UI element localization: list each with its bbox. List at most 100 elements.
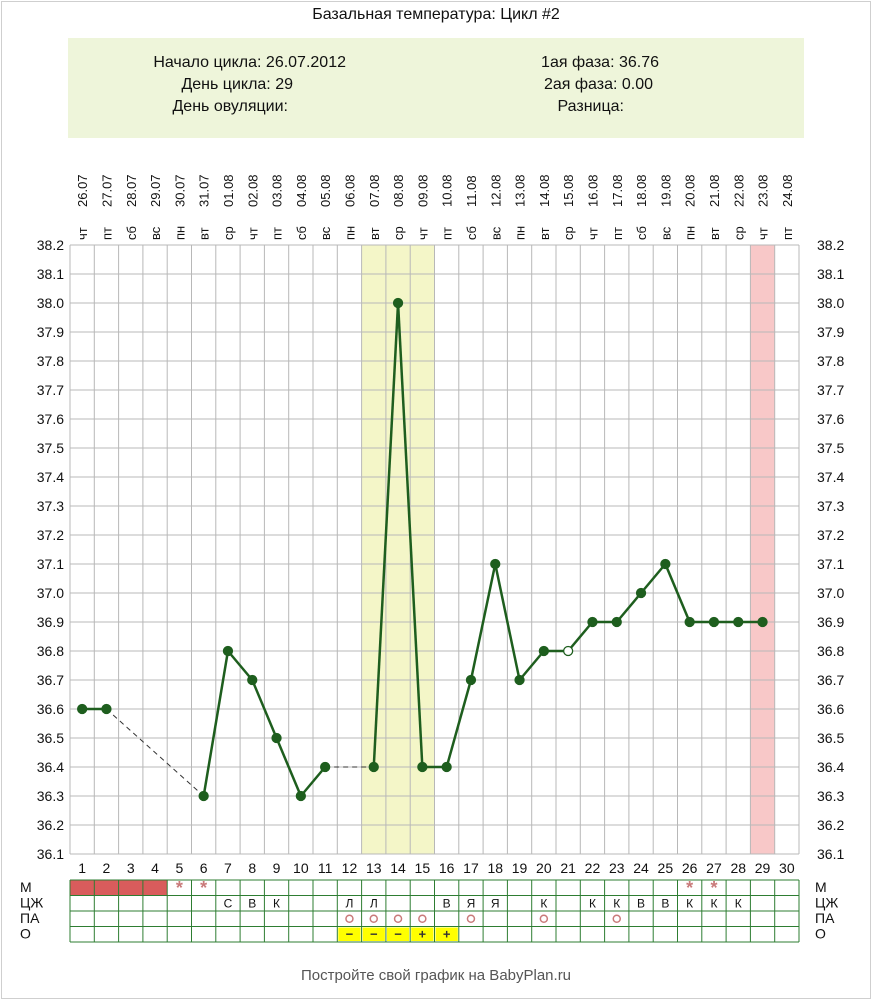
cz-marker: Я — [467, 897, 476, 911]
x-day-label: 10 — [293, 860, 309, 876]
cz-marker: К — [686, 897, 693, 911]
x-weekday-label: чт — [75, 227, 90, 240]
temperature-segment — [664, 563, 691, 623]
y-tick-label-right: 37.9 — [817, 324, 844, 340]
temperature-point — [198, 790, 209, 802]
temperature-gap-segment — [106, 708, 204, 797]
x-weekday-label: вс — [318, 226, 333, 240]
x-day-label: 6 — [200, 860, 208, 876]
x-date-label: 23.08 — [756, 174, 771, 207]
o-marker-cell — [386, 927, 410, 941]
temperature-point — [319, 761, 331, 773]
cz-marker: Л — [370, 897, 378, 911]
y-tick-label-right: 36.5 — [817, 730, 844, 746]
pa-marker — [393, 914, 403, 923]
x-weekday-label: вс — [148, 226, 163, 240]
temperature-point — [538, 645, 549, 657]
x-date-label: 16.08 — [585, 174, 600, 207]
y-tick-label-left: 36.2 — [37, 817, 64, 833]
x-date-label: 22.08 — [731, 174, 746, 207]
cz-marker: К — [589, 897, 596, 911]
cycle-info-panel: Начало цикла: 26.07.2012 День цикла: 29 … — [68, 38, 804, 138]
o-marker-cell — [411, 927, 434, 941]
temperature-point — [441, 761, 452, 773]
y-tick-label-left: 37.2 — [37, 527, 64, 543]
menstruation-cell — [142, 880, 168, 896]
y-tick-label-left: 36.8 — [37, 643, 64, 659]
x-day-label: 17 — [463, 860, 479, 876]
o-marker: + — [443, 927, 451, 942]
cz-marker: К — [540, 897, 547, 911]
x-date-label: 05.08 — [318, 174, 333, 207]
x-date-label: 31.07 — [197, 174, 212, 207]
x-weekday-label: пт — [270, 227, 285, 240]
table-row-label-right: О — [815, 926, 826, 942]
x-weekday-label: вт — [367, 227, 382, 240]
phase2-text: 2ая фаза: 0.00 — [543, 76, 653, 93]
x-date-label: 13.08 — [513, 174, 528, 207]
y-tick-label-left: 38.1 — [37, 266, 64, 282]
temperature-point — [635, 587, 647, 599]
cz-marker: В — [443, 897, 451, 911]
pa-marker — [418, 914, 427, 923]
x-day-label: 9 — [273, 860, 281, 876]
x-weekday-label: сб — [294, 226, 309, 240]
x-date-label: 12.08 — [488, 174, 503, 207]
cz-marker: В — [637, 897, 645, 911]
temperature-point — [684, 616, 695, 628]
x-weekday-label: вт — [707, 227, 722, 240]
x-day-label: 28 — [730, 860, 746, 876]
m-star-marker: * — [686, 878, 693, 898]
x-weekday-label: пт — [610, 227, 625, 240]
o-marker-cell — [362, 927, 385, 941]
table-row-label-left: О — [20, 926, 31, 942]
x-date-label: 18.08 — [634, 174, 649, 207]
x-weekday-label: ср — [221, 226, 236, 240]
y-tick-label-left: 37.9 — [37, 324, 64, 340]
temperature-point — [368, 761, 379, 773]
x-date-label: 01.08 — [221, 174, 236, 207]
y-tick-label-right: 38.2 — [817, 237, 844, 253]
y-tick-label-right: 37.5 — [817, 440, 844, 456]
y-tick-label-right: 36.2 — [817, 817, 844, 833]
x-weekday-label: вс — [488, 226, 503, 240]
temperature-point — [77, 703, 88, 715]
y-tick-label-right: 38.0 — [817, 295, 844, 311]
x-day-label: 25 — [658, 860, 674, 876]
y-tick-label-left: 37.4 — [37, 469, 64, 485]
y-tick-label-left: 37.1 — [37, 556, 64, 572]
y-tick-label-right: 37.2 — [817, 527, 844, 543]
y-tick-label-left: 36.6 — [37, 701, 64, 717]
x-weekday-label: чт — [756, 227, 771, 240]
y-tick-label-left: 37.5 — [37, 440, 64, 456]
cz-marker: К — [735, 897, 742, 911]
x-date-label: 19.08 — [658, 174, 673, 207]
temperature-segment — [275, 737, 303, 797]
y-tick-label-right: 36.9 — [817, 614, 844, 630]
y-tick-label-left: 36.9 — [37, 614, 64, 630]
y-tick-label-right: 36.1 — [817, 846, 844, 862]
x-weekday-label: чт — [415, 227, 430, 240]
y-tick-label-right: 38.1 — [817, 266, 844, 282]
o-marker: + — [419, 927, 427, 942]
pa-marker — [345, 914, 354, 923]
x-weekday-label: ср — [561, 226, 576, 240]
x-date-label: 04.08 — [294, 174, 309, 207]
x-weekday-label: вс — [658, 226, 673, 240]
x-day-label: 14 — [390, 860, 406, 876]
temperature-segment — [445, 679, 473, 768]
x-day-label: 30 — [779, 860, 795, 876]
x-weekday-label: чт — [245, 227, 260, 240]
x-day-label: 24 — [633, 860, 649, 876]
x-date-label: 11.08 — [464, 175, 479, 207]
x-day-label: 13 — [366, 860, 382, 876]
x-weekday-label: пн — [172, 226, 187, 240]
x-day-label: 18 — [487, 860, 503, 876]
temperature-segment — [396, 302, 424, 768]
x-day-label: 19 — [512, 860, 528, 876]
m-star-marker: * — [176, 878, 183, 898]
x-day-label: 29 — [755, 860, 771, 876]
x-day-label: 11 — [318, 860, 333, 876]
y-tick-label-right: 36.7 — [817, 672, 844, 688]
footer-link[interactable]: Постройте свой график на BabyPlan.ru — [300, 967, 572, 984]
